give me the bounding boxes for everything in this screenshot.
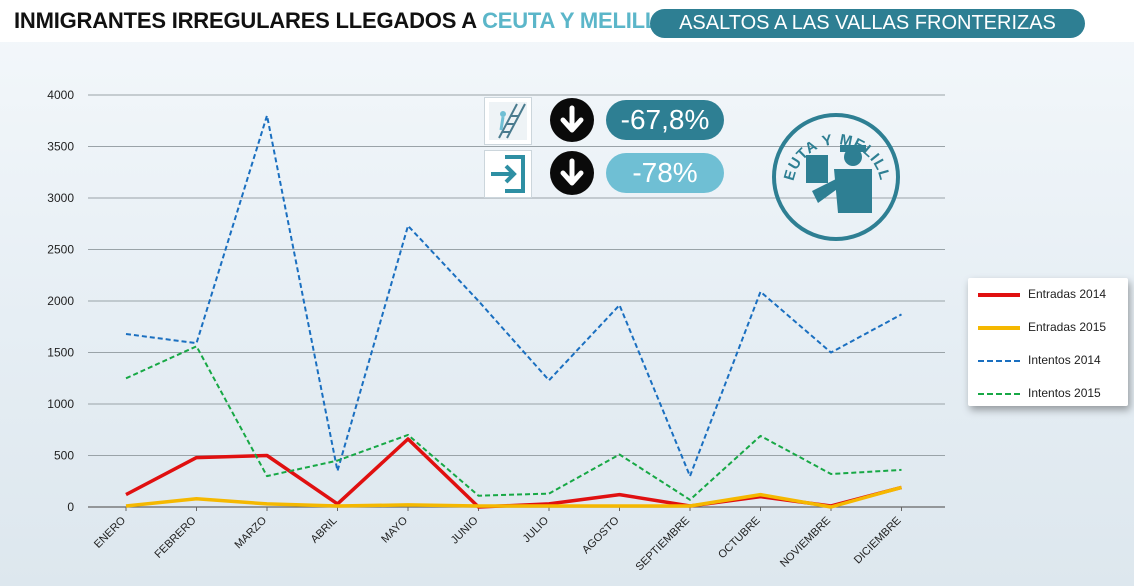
y-tick-label: 2000: [47, 294, 74, 308]
ladder-climb-icon: [484, 97, 532, 145]
legend-item-entradas-2014: Entradas 2014: [978, 287, 1106, 301]
x-tick-label: NOVIEMBRE: [778, 515, 833, 570]
ceuta-melilla-badge: CEUTA Y MELILLA: [772, 113, 900, 241]
border-police-icon: CEUTA Y MELILLA: [776, 117, 892, 213]
legend-item-intentos-2014: Intentos 2014: [978, 353, 1101, 367]
legend-swatch: [978, 292, 1020, 297]
title-main: INMIGRANTES IRREGULARES LLEGADOS A: [14, 8, 483, 33]
series-line-entradas-2015: [125, 485, 902, 509]
legend-label: Entradas 2015: [1028, 320, 1107, 334]
legend-swatch: [978, 392, 1020, 395]
x-tick-label: ABRIL: [309, 515, 340, 546]
legend-item-intentos-2015: Intentos 2015: [978, 386, 1101, 400]
title-accent: CEUTA Y MELILLA: [482, 8, 674, 33]
y-tick-label: 3000: [47, 191, 74, 205]
arrow-down-icon: [550, 151, 594, 195]
series-line-intentos-2014: [125, 114, 902, 478]
subtitle-pill: ASALTOS A LAS VALLAS FRONTERIZAS: [650, 9, 1085, 38]
series-line-intentos-2015: [125, 345, 902, 501]
x-tick-label: MAYO: [379, 514, 410, 545]
legend-label: Entradas 2014: [1028, 287, 1107, 301]
x-tick-label: FEBRERO: [153, 514, 199, 560]
y-tick-label: 1500: [47, 346, 74, 360]
y-tick-label: 500: [54, 449, 74, 463]
x-tick-label: MARZO: [233, 514, 270, 551]
page-title: INMIGRANTES IRREGULARES LLEGADOS A CEUTA…: [14, 8, 674, 34]
x-tick-label: JULIO: [521, 514, 552, 545]
x-tick-label: JUNIO: [449, 514, 481, 546]
x-tick-label: SEPTIEMBRE: [633, 515, 692, 574]
x-tick-label: DICIEMBRE: [852, 515, 904, 567]
x-tick-label: ENERO: [92, 514, 128, 550]
y-tick-label: 2500: [47, 243, 74, 257]
stat-value-entries: -78%: [606, 153, 724, 193]
arrow-down-icon: [550, 98, 594, 142]
series-line-entradas-2014: [125, 437, 902, 509]
legend-label: Intentos 2015: [1028, 386, 1101, 400]
legend-item-entradas-2015: Entradas 2015: [978, 320, 1106, 334]
y-tick-label: 1000: [47, 397, 74, 411]
y-tick-label: 3500: [47, 140, 74, 154]
x-tick-label: OCTUBRE: [716, 515, 763, 562]
legend-swatch: [978, 325, 1020, 330]
y-tick-label: 0: [67, 500, 74, 514]
x-tick-label: AGOSTO: [580, 514, 622, 556]
y-tick-label: 4000: [47, 88, 74, 102]
legend-swatch: [978, 359, 1020, 362]
entry-door-icon: [484, 150, 532, 198]
legend-label: Intentos 2014: [1028, 353, 1101, 367]
stat-value-assaults: -67,8%: [606, 100, 724, 140]
chart-legend: Entradas 2014 Entradas 2015 Intentos 201…: [968, 278, 1128, 406]
header-bar: INMIGRANTES IRREGULARES LLEGADOS A CEUTA…: [0, 0, 1134, 42]
